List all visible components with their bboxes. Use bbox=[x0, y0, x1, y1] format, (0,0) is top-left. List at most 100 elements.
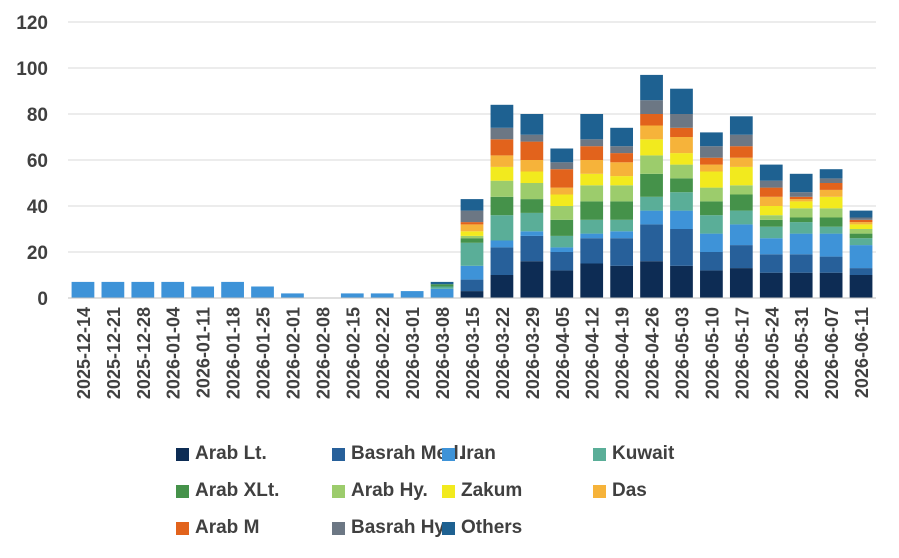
bar-segment bbox=[520, 160, 544, 172]
x-tick-label: 2026-04-19 bbox=[613, 307, 633, 399]
bar-segment bbox=[700, 146, 723, 158]
bar-segment bbox=[580, 146, 604, 160]
bar-segment bbox=[490, 215, 514, 241]
bar-segment bbox=[131, 281, 155, 298]
legend-label: Das bbox=[612, 480, 647, 501]
bar-segment bbox=[550, 247, 574, 252]
bar-segment bbox=[550, 162, 574, 170]
bar-segment bbox=[670, 192, 693, 211]
legend-swatch bbox=[332, 521, 345, 535]
bar-segment bbox=[849, 233, 873, 239]
bar-segment bbox=[370, 293, 394, 298]
bar-segment bbox=[490, 104, 514, 128]
bar-segment bbox=[490, 127, 514, 140]
y-tick-label: 60 bbox=[27, 151, 48, 172]
bar-segment bbox=[640, 196, 663, 211]
bar-segment bbox=[580, 219, 604, 234]
bar-segment bbox=[729, 166, 753, 186]
bar-segment bbox=[580, 173, 604, 186]
bar-segment bbox=[819, 226, 843, 234]
legend-label: Arab Lt. bbox=[195, 443, 267, 464]
x-tick-label: 2026-05-10 bbox=[702, 307, 722, 399]
bar-segment bbox=[580, 233, 604, 239]
bar-segment bbox=[430, 286, 454, 289]
bar-segment bbox=[819, 196, 843, 209]
bar-segment bbox=[610, 201, 634, 220]
x-tick-label: 2026-05-17 bbox=[732, 307, 752, 399]
bar-segment bbox=[251, 286, 274, 298]
bar-segment bbox=[520, 134, 544, 142]
bar-segment bbox=[819, 208, 843, 218]
bar-segment bbox=[520, 199, 544, 213]
bar-segment bbox=[520, 235, 544, 262]
bar-segment bbox=[430, 284, 454, 287]
x-tick-label: 2026-03-22 bbox=[493, 307, 513, 399]
bar-segment bbox=[640, 224, 663, 262]
bar-segment bbox=[640, 139, 663, 156]
x-tick-label: 2026-02-08 bbox=[313, 307, 333, 399]
y-tick-label: 80 bbox=[27, 105, 48, 126]
legend-item: Das bbox=[593, 479, 647, 503]
legend-swatch bbox=[593, 484, 606, 498]
legend-item: Arab Lt. bbox=[176, 442, 267, 466]
x-tick-label: 2026-03-08 bbox=[433, 307, 453, 399]
bar-segment bbox=[849, 245, 873, 269]
bar-segment bbox=[610, 231, 634, 239]
bar-segment bbox=[460, 235, 484, 239]
y-tick-label: 100 bbox=[16, 59, 48, 80]
legend-swatch bbox=[593, 447, 606, 461]
x-tick-label: 2026-05-03 bbox=[672, 307, 692, 399]
bar-segment bbox=[849, 222, 873, 225]
x-tick-label: 2026-02-22 bbox=[373, 307, 393, 399]
bar-segment bbox=[759, 254, 783, 273]
x-tick-label: 2026-03-01 bbox=[403, 307, 423, 399]
x-tick-label: 2026-04-05 bbox=[553, 307, 573, 399]
bar-segment bbox=[670, 265, 693, 298]
bar-segment bbox=[610, 265, 634, 298]
bar-segment bbox=[221, 281, 244, 298]
x-tick-label: 2026-01-04 bbox=[164, 307, 184, 399]
bar-segment bbox=[670, 153, 693, 165]
bar-segment bbox=[849, 217, 873, 220]
bar-segment bbox=[670, 210, 693, 229]
bar-segment bbox=[71, 281, 95, 298]
bar-segment bbox=[789, 217, 813, 223]
bar-segment bbox=[759, 187, 783, 197]
bar-segment bbox=[580, 263, 604, 298]
bar-segment bbox=[460, 265, 484, 280]
bar-segment bbox=[610, 219, 634, 232]
bar-segment bbox=[580, 160, 604, 174]
bar-segment bbox=[670, 88, 693, 114]
bar-segment bbox=[700, 252, 723, 271]
bar-segment bbox=[640, 210, 663, 225]
bar-segment bbox=[759, 215, 783, 220]
bar-segment bbox=[460, 222, 484, 225]
bar-segment bbox=[610, 185, 634, 202]
legend-label: Zakum bbox=[461, 480, 523, 501]
bar-segment bbox=[789, 192, 813, 197]
bar-segment bbox=[580, 114, 604, 140]
bar-segment bbox=[400, 291, 424, 298]
bar-segment bbox=[759, 238, 783, 255]
bar-segment bbox=[819, 183, 843, 190]
bar-segment bbox=[460, 291, 484, 298]
bar-segment bbox=[729, 157, 753, 167]
y-tick-label: 120 bbox=[16, 13, 48, 34]
bar-segment bbox=[789, 222, 813, 234]
x-tick-label: 2026-06-11 bbox=[852, 307, 872, 398]
bar-segment bbox=[460, 224, 484, 232]
bar-segment bbox=[550, 235, 574, 248]
bar-segment bbox=[550, 187, 574, 195]
bar-segment bbox=[640, 173, 663, 197]
bar-segment bbox=[849, 238, 873, 246]
legend-label: Arab XLt. bbox=[195, 480, 280, 501]
bar-segment bbox=[759, 180, 783, 188]
bar-segment bbox=[759, 272, 783, 298]
bar-segment bbox=[520, 212, 544, 232]
bar-segment bbox=[490, 139, 514, 156]
bar-segment bbox=[819, 256, 843, 273]
bar-segment bbox=[580, 139, 604, 147]
bar-segment bbox=[490, 247, 514, 275]
bar-segment bbox=[729, 268, 753, 298]
